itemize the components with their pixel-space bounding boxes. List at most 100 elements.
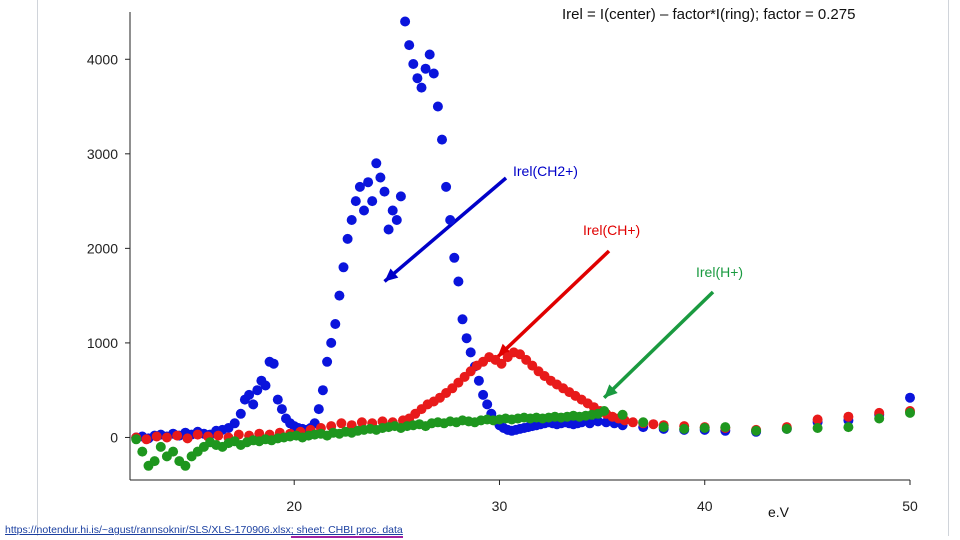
data-point bbox=[478, 389, 489, 400]
data-point bbox=[371, 158, 382, 169]
tick-labels: 0 1000 2000 3000 4000 20 30 40 50 bbox=[87, 51, 918, 514]
annotation-arrows bbox=[383, 176, 715, 400]
y-tick-label: 1000 bbox=[87, 335, 118, 351]
data-point bbox=[449, 252, 460, 263]
data-point bbox=[453, 276, 464, 287]
data-point bbox=[161, 432, 172, 443]
data-point bbox=[137, 446, 148, 457]
data-point bbox=[391, 215, 402, 225]
data-point bbox=[354, 181, 365, 192]
data-point bbox=[192, 429, 203, 440]
data-point bbox=[367, 196, 378, 207]
data-point bbox=[404, 40, 415, 51]
data-point bbox=[260, 380, 271, 391]
data-point bbox=[317, 385, 328, 396]
data-point bbox=[346, 215, 357, 225]
data-point bbox=[812, 423, 823, 433]
data-point bbox=[141, 434, 152, 445]
source-link[interactable]: https://notendur.hi.is/~agust/rannsoknir… bbox=[5, 524, 403, 538]
y-tick-label: 3000 bbox=[87, 146, 118, 162]
data-point bbox=[334, 290, 345, 301]
data-point bbox=[168, 446, 179, 457]
data-point bbox=[330, 319, 341, 329]
data-point bbox=[149, 456, 160, 467]
annotation-arrow-line bbox=[602, 290, 715, 400]
data-point bbox=[342, 233, 353, 244]
data-point bbox=[213, 430, 224, 441]
data-point bbox=[395, 191, 406, 202]
data-point bbox=[599, 406, 610, 416]
data-point bbox=[379, 186, 390, 197]
data-point bbox=[248, 399, 259, 410]
data-point bbox=[843, 422, 854, 433]
data-point bbox=[432, 101, 443, 112]
x-tick-label: 20 bbox=[286, 498, 302, 514]
chart-title: Irel = I(center) – factor*I(ring); facto… bbox=[562, 6, 856, 23]
data-point bbox=[408, 59, 419, 69]
data-point bbox=[679, 423, 690, 434]
data-point bbox=[412, 73, 423, 84]
data-point bbox=[336, 418, 347, 429]
data-point bbox=[182, 433, 193, 444]
data-point bbox=[781, 423, 792, 434]
x-tick-label: 50 bbox=[902, 498, 918, 514]
data-point bbox=[252, 385, 263, 396]
data-point bbox=[326, 337, 337, 348]
data-point bbox=[461, 333, 472, 344]
data-point bbox=[400, 16, 411, 27]
data-point bbox=[751, 425, 762, 436]
data-point bbox=[720, 422, 731, 433]
data-point bbox=[375, 172, 386, 183]
data-point bbox=[383, 224, 394, 235]
data-point bbox=[416, 82, 427, 93]
data-point bbox=[905, 407, 915, 418]
data-point bbox=[359, 205, 369, 216]
annotation-arrow-head bbox=[497, 343, 511, 358]
y-tick-label: 4000 bbox=[87, 51, 118, 67]
data-point bbox=[812, 414, 823, 425]
x-axis-label: e.V bbox=[768, 504, 790, 520]
data-point bbox=[322, 356, 333, 367]
data-point bbox=[638, 417, 649, 428]
slide-frame bbox=[37, 0, 949, 536]
annotation-arrow-line bbox=[383, 176, 508, 283]
data-point bbox=[155, 441, 166, 452]
data-point bbox=[445, 215, 456, 225]
data-point bbox=[387, 205, 398, 216]
data-point bbox=[268, 358, 279, 369]
annotation-arrow-head bbox=[604, 384, 618, 398]
y-tick-label: 2000 bbox=[87, 240, 118, 256]
data-point bbox=[648, 419, 659, 430]
annotation-irel-ch2: Irel(CH2+) bbox=[513, 163, 578, 179]
source-url[interactable]: https://notendur.hi.is/~agust/rannsoknir… bbox=[5, 524, 291, 536]
data-point bbox=[473, 375, 484, 386]
y-tick-label: 0 bbox=[110, 429, 118, 445]
data-point bbox=[356, 417, 367, 428]
data-point bbox=[276, 404, 287, 415]
data-point bbox=[496, 358, 507, 369]
x-tick-label: 40 bbox=[697, 498, 713, 514]
source-sheet[interactable]: ; sheet: CHBI proc. data bbox=[290, 524, 403, 538]
axes bbox=[125, 12, 911, 485]
data-point bbox=[350, 196, 361, 207]
x-tick-label: 30 bbox=[492, 498, 508, 514]
data-point bbox=[905, 392, 915, 403]
data-point bbox=[428, 68, 439, 79]
annotation-arrow-line bbox=[496, 249, 611, 359]
data-point bbox=[584, 418, 595, 429]
annotation-arrow-head bbox=[384, 268, 399, 282]
data-point bbox=[235, 408, 246, 419]
data-point bbox=[843, 411, 854, 422]
data-point bbox=[229, 418, 240, 429]
data-point bbox=[437, 134, 447, 145]
annotation-irel-h: Irel(H+) bbox=[696, 264, 744, 280]
data-point bbox=[658, 422, 669, 433]
data-point bbox=[244, 389, 255, 400]
data-point bbox=[272, 394, 283, 405]
data-point bbox=[313, 404, 324, 415]
data-points bbox=[131, 16, 915, 471]
annotation-irel-ch: Irel(CH+) bbox=[583, 222, 641, 238]
data-point bbox=[699, 423, 710, 433]
data-point bbox=[131, 434, 142, 445]
